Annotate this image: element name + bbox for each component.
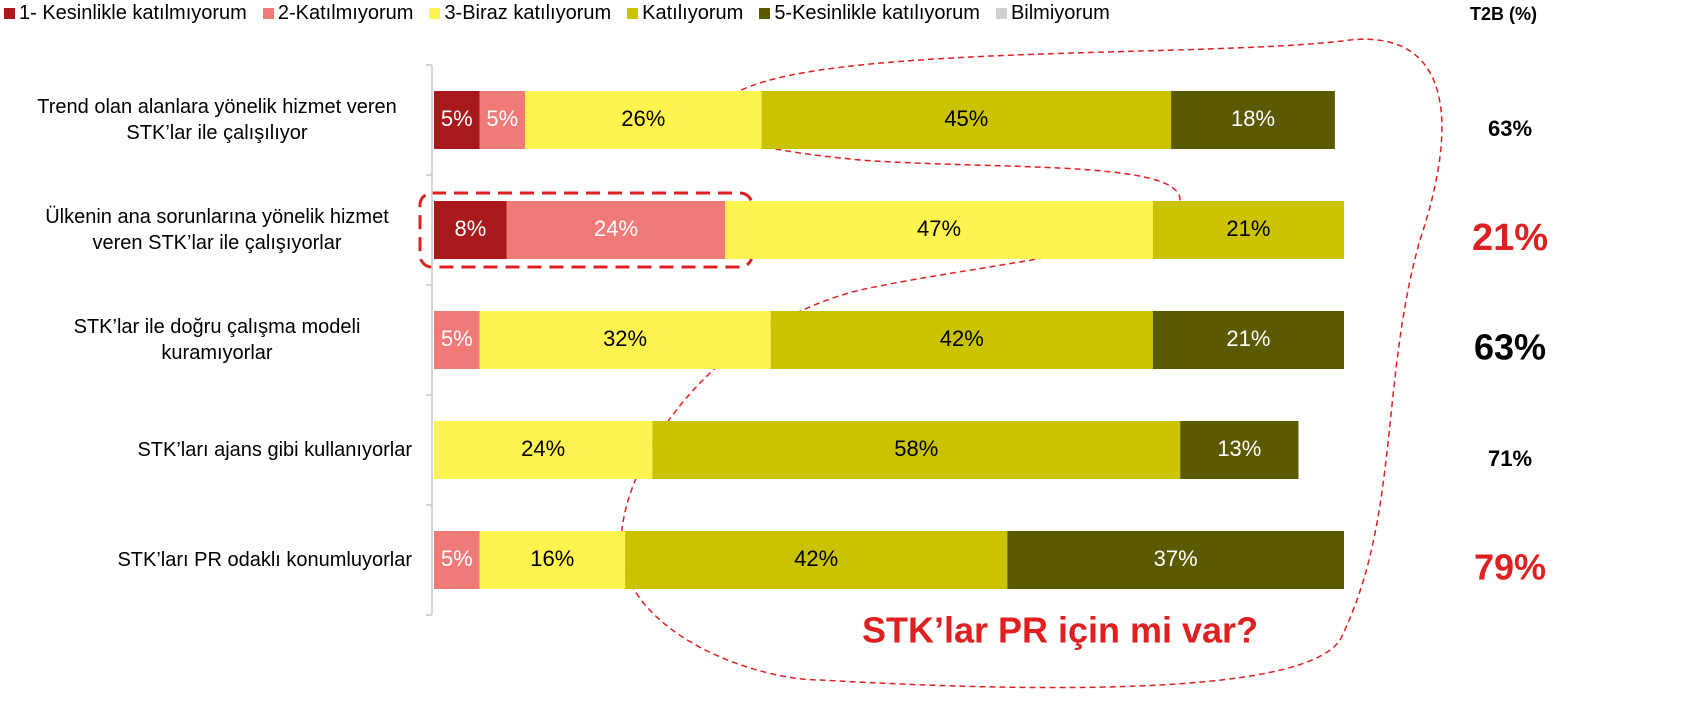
legend-label: 5-Kesinlikle katılıyorum: [774, 2, 980, 24]
data-label: 37%: [1154, 546, 1198, 571]
data-label: 26%: [621, 106, 665, 131]
data-label: 58%: [894, 436, 938, 461]
legend-swatch: [4, 8, 15, 19]
bar-segment: [479, 91, 525, 149]
legend: 1- Kesinlikle katılmıyorum 2-Katılmıyorum…: [4, 2, 1110, 25]
bar-segment: [434, 311, 480, 369]
bar-segment: [770, 311, 1153, 369]
t2b-value: 71%: [1488, 446, 1532, 471]
data-label: 42%: [794, 546, 838, 571]
legend-item: 2-Katılmıyorum: [262, 2, 414, 25]
bar-segment: [434, 421, 653, 479]
bar-segment: [506, 201, 726, 259]
legend-label: Bilmiyorum: [1010, 2, 1110, 24]
data-label: 8%: [455, 216, 487, 241]
bar-segment: [479, 531, 626, 589]
t2b-value: 79%: [1474, 547, 1546, 588]
bar-segment: [1152, 201, 1344, 259]
data-label: 24%: [594, 216, 638, 241]
legend-item: Bilmiyorum: [995, 2, 1110, 25]
data-label: 16%: [530, 546, 574, 571]
legend-swatch: [429, 8, 441, 19]
t2b-value: 21%: [1472, 217, 1548, 259]
legend-swatch: [995, 8, 1007, 19]
bar-segment: [434, 201, 507, 259]
legend-label: 1- Kesinlikle katılmıyorum: [19, 2, 247, 24]
bar-segment: [652, 421, 1181, 479]
data-label: 5%: [486, 106, 518, 131]
bar-segment: [434, 531, 480, 589]
category-label: Trend olan alanlara yönelik hizmet veren…: [37, 96, 397, 144]
legend-label: 3-Biraz katılıyorum: [444, 2, 612, 24]
bar-segment: [479, 311, 771, 369]
bar-segment: [525, 91, 762, 149]
annotation: STK’lar PR için mi var?: [862, 610, 1258, 651]
t2b-title: T2B (%): [1470, 4, 1537, 24]
bar-segment: [1152, 311, 1344, 369]
data-label: 47%: [917, 216, 961, 241]
data-label: 21%: [1226, 326, 1270, 351]
legend-swatch: [759, 8, 771, 19]
legend-swatch: [627, 8, 639, 19]
data-label: 24%: [521, 436, 565, 461]
legend-label: Katılıyorum: [642, 2, 744, 24]
data-label: 5%: [441, 326, 473, 351]
t2b-value: 63%: [1488, 116, 1532, 141]
highlight-outline: [620, 38, 1443, 689]
category-label: STK’ları ajans gibi kullanıyorlar: [137, 439, 412, 461]
bar-segment: [761, 91, 1172, 149]
data-label: 5%: [441, 546, 473, 571]
category-label: STK’ları PR odaklı konumluyorlar: [117, 549, 412, 571]
legend-label: 2-Katılmıyorum: [277, 2, 414, 24]
bar-segment: [1180, 421, 1299, 479]
data-label: 21%: [1226, 216, 1270, 241]
data-label: 5%: [441, 106, 473, 131]
legend-item: 5-Kesinlikle katılıyorum: [759, 2, 980, 25]
data-label: 32%: [603, 326, 647, 351]
category-label: Ülkenin ana sorunlarına yönelik hizmet v…: [45, 206, 389, 254]
legend-item: 3-Biraz katılıyorum: [429, 2, 611, 25]
category-label: STK’lar ile doğru çalışma modeli kuramıy…: [73, 316, 361, 364]
t2b-value: 63%: [1474, 327, 1546, 368]
legend-swatch: [262, 8, 274, 19]
data-label: 45%: [944, 106, 988, 131]
data-label: 13%: [1217, 436, 1261, 461]
legend-item: Katılıyorum: [627, 2, 743, 25]
bar-segment: [434, 91, 480, 149]
highlight-box: [418, 191, 754, 269]
bar-segment: [725, 201, 1153, 259]
data-label: 18%: [1231, 106, 1275, 131]
data-label: 42%: [940, 326, 984, 351]
bar-segment: [625, 531, 1008, 589]
legend-item: 1- Kesinlikle katılmıyorum: [4, 2, 247, 25]
bar-segment: [1171, 91, 1335, 149]
bar-segment: [1007, 531, 1344, 589]
